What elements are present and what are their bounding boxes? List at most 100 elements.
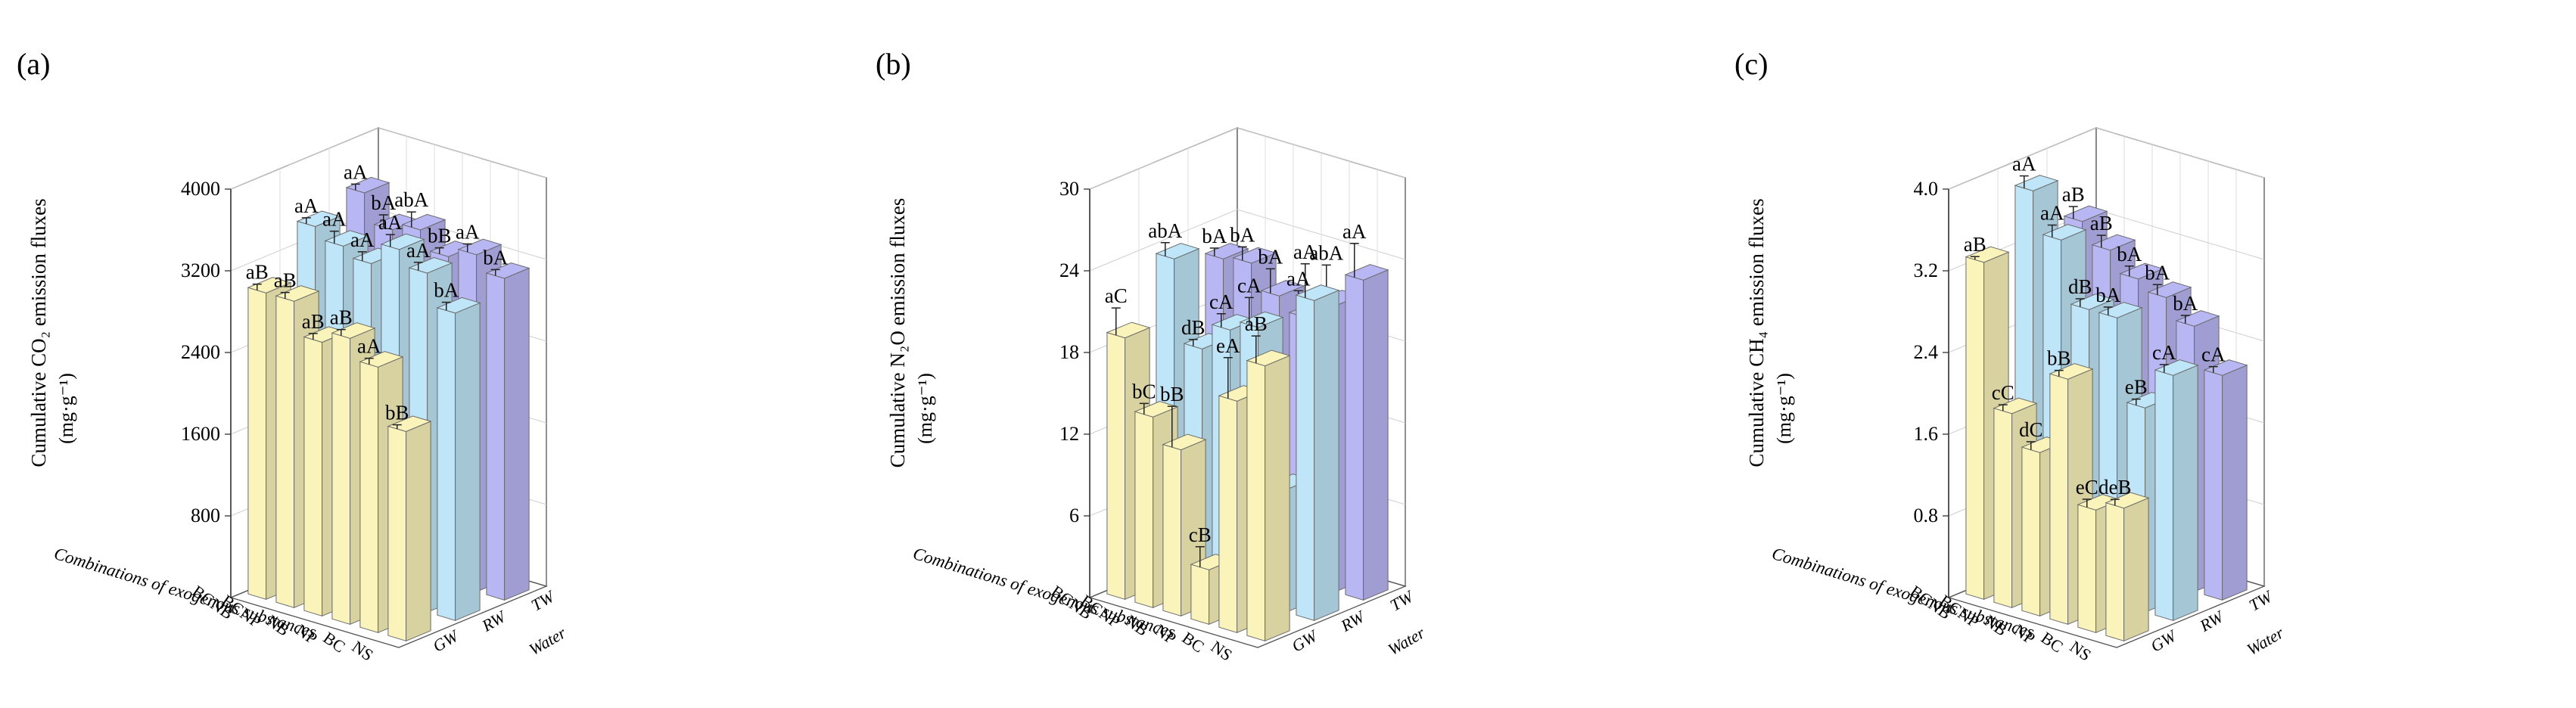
x-tick-label: NS <box>349 637 377 665</box>
bar-front-face <box>1965 256 1985 600</box>
significance-letter: abA <box>1309 241 1343 264</box>
significance-letter: aB <box>302 310 325 333</box>
bar-top-face <box>380 233 425 250</box>
bar-side-face <box>1363 269 1389 601</box>
bar-front-face <box>2021 446 2041 616</box>
bar-front-face <box>331 332 351 625</box>
panel-label: (b) <box>876 47 911 81</box>
significance-letter: aB <box>2090 212 2113 234</box>
significance-letter: bA <box>2173 292 2198 315</box>
bar-side-face <box>2222 365 2248 601</box>
bar-RW-NS: cA <box>2152 341 2199 622</box>
bar-front-face <box>1218 395 1238 633</box>
bar-front-face <box>1190 564 1210 625</box>
y-axis-units: (mg·g⁻¹) <box>1773 373 1795 444</box>
significance-letter: aA <box>344 160 368 183</box>
bar-front-face <box>437 307 456 621</box>
bar-TW-NS: bA <box>483 246 530 601</box>
bar-side-face <box>504 267 530 601</box>
significance-letter: dC <box>2019 418 2043 441</box>
x-tick-label: BC <box>1179 628 1208 656</box>
y-tick-label: 6 <box>1069 505 1079 526</box>
significance-letter: deB <box>2098 476 2132 498</box>
significance-letter: aB <box>330 306 353 329</box>
bar-front-face <box>1296 294 1315 621</box>
bar-top-face <box>2049 363 2094 380</box>
bar-GW-NS: aB <box>1245 312 1291 642</box>
significance-letter: aA <box>1286 267 1311 290</box>
water-axis-title: Water <box>1385 623 1429 660</box>
significance-letter: bA <box>483 246 509 269</box>
y-tick-label: 12 <box>1059 423 1079 445</box>
significance-letter: aA <box>2040 202 2064 225</box>
significance-letter: abA <box>394 188 428 211</box>
n2o-chart-panel: bAbAbAaAabAaAabAdBcAcAdAaAaCbCbBcBeAaB61… <box>859 0 1717 708</box>
significance-letter: cA <box>2201 343 2226 366</box>
bar-top-face <box>2154 359 2199 376</box>
bar-front-face <box>359 361 379 633</box>
significance-letter: eA <box>1216 334 1240 357</box>
bar-front-face <box>247 287 267 600</box>
water-axis-title: Water <box>526 623 570 660</box>
bar-top-face <box>1134 401 1179 418</box>
bar-top-face <box>2063 205 2108 222</box>
significance-letter: bA <box>1230 223 1255 246</box>
significance-letter: bA <box>434 279 459 302</box>
y-axis-title: Cumulative CO₂ emission fluxes <box>27 198 50 467</box>
significance-letter: aB <box>1245 312 1268 335</box>
bar-front-face <box>1345 274 1364 601</box>
x-tick-label: BC <box>2038 628 2067 656</box>
bar-top-face <box>1106 321 1151 339</box>
y-tick-label: 1.6 <box>1914 423 1939 445</box>
bar-top-face <box>2091 234 2136 251</box>
bar-side-face <box>406 421 431 642</box>
water-tick-label: RW <box>478 607 510 636</box>
panel-label: (c) <box>1734 47 1768 81</box>
significance-letter: aA <box>406 239 431 262</box>
significance-letter: cA <box>1209 290 1234 313</box>
significance-letter: aA <box>1342 220 1367 243</box>
significance-letter: aB <box>2062 183 2085 206</box>
bar-top-face <box>359 351 404 368</box>
y-axis-title: Cumulative N₂O emission fluxes <box>886 198 909 468</box>
bar-front-face <box>1162 443 1182 616</box>
bar-side-face <box>2173 365 2198 622</box>
bar-TW-NS: cA <box>2201 343 2248 601</box>
significance-letter: bB <box>2047 347 2071 370</box>
bar-top-face <box>2175 310 2220 327</box>
y-tick-label: 2.4 <box>1914 341 1939 363</box>
bar-top-face <box>1239 311 1284 328</box>
bar-front-face <box>1106 331 1126 600</box>
significance-letter: aA <box>322 208 347 231</box>
bar-front-face <box>2049 373 2069 625</box>
bar-front-face <box>2077 504 2097 633</box>
significance-letter: eC <box>2076 476 2098 498</box>
bar-top-face <box>1344 264 1389 281</box>
significance-letter: aA <box>456 220 480 243</box>
significance-letter: cC <box>1992 381 2014 404</box>
bar-front-face <box>486 272 506 601</box>
bar-top-face <box>401 213 446 231</box>
bar-top-face <box>331 322 376 339</box>
panel-label: (a) <box>17 47 50 81</box>
bar-top-face <box>275 285 320 302</box>
y-tick-label: 18 <box>1059 341 1079 363</box>
y-axis-title: Cumulative CH₄ emission fluxes <box>1745 198 1768 467</box>
y-tick-label: 1600 <box>181 423 220 445</box>
bar-top-face <box>2105 492 2150 509</box>
bar-RW-NS: bA <box>434 279 481 622</box>
significance-letter: bB <box>1160 383 1184 405</box>
bar-top-face <box>1295 284 1340 301</box>
significance-letter: eB <box>2125 376 2148 399</box>
bar-top-face <box>2014 175 2059 191</box>
water-tick-label: TW <box>1387 586 1417 615</box>
significance-letter: aA <box>350 228 375 251</box>
significance-letter: abA <box>1148 219 1182 242</box>
water-tick-label: RW <box>2196 607 2228 636</box>
bar-GW-NS: deB <box>2098 476 2150 642</box>
y-tick-label: 800 <box>191 505 220 526</box>
significance-letter: bB <box>428 225 452 247</box>
x-tick-label: BC <box>320 628 349 656</box>
